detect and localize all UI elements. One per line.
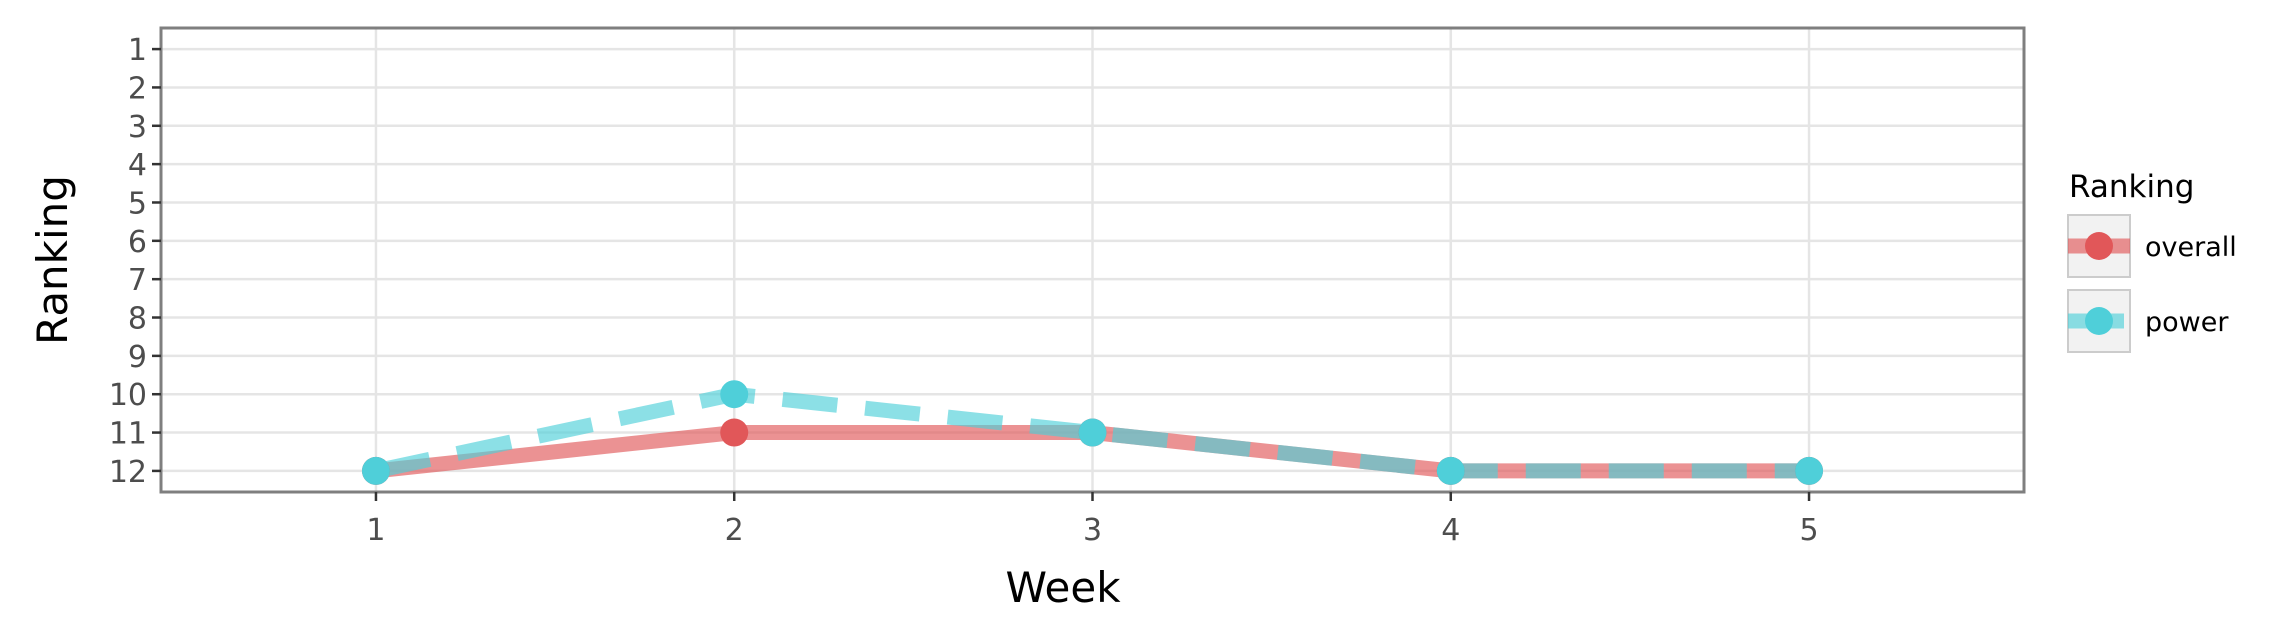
data-point-power bbox=[1078, 418, 1107, 447]
legend-label: power bbox=[2145, 307, 2229, 338]
y-tick-label: 1 bbox=[128, 33, 147, 68]
y-tick-label: 5 bbox=[128, 186, 147, 221]
legend-item-overall: overall bbox=[2067, 214, 2237, 278]
y-axis-title: Ranking bbox=[28, 175, 77, 345]
y-tick-label: 6 bbox=[128, 225, 147, 260]
y-tick-label: 7 bbox=[128, 263, 147, 298]
axis-ticks bbox=[152, 47, 1811, 501]
series-points bbox=[361, 380, 1824, 485]
data-point-power bbox=[361, 456, 390, 485]
legend-item-power: power bbox=[2067, 289, 2229, 353]
legend-key-marker bbox=[2085, 232, 2113, 260]
legend: Ranking overall power bbox=[2067, 169, 2237, 353]
series-line-power bbox=[374, 386, 1810, 479]
legend-title: Ranking bbox=[2069, 169, 2194, 205]
y-tick-label: 2 bbox=[128, 71, 147, 106]
x-tick-label: 5 bbox=[1799, 513, 1818, 548]
x-tick-label: 3 bbox=[1083, 513, 1102, 548]
data-point-overall bbox=[720, 418, 749, 447]
x-tick-label: 1 bbox=[366, 513, 385, 548]
y-tick-label: 11 bbox=[109, 417, 147, 452]
grid-lines bbox=[161, 28, 2024, 492]
y-tick-label: 8 bbox=[128, 302, 147, 337]
data-point-power bbox=[1436, 456, 1465, 485]
y-tick-label: 10 bbox=[109, 378, 147, 413]
legend-label: overall bbox=[2145, 232, 2237, 263]
x-axis-title: Week bbox=[1005, 563, 1121, 612]
x-tick-label: 2 bbox=[725, 513, 744, 548]
y-tick-label: 3 bbox=[128, 110, 147, 145]
y-tick-label: 9 bbox=[128, 340, 147, 375]
y-tick-label: 4 bbox=[128, 148, 147, 183]
data-point-power bbox=[1795, 456, 1824, 485]
legend-key-marker bbox=[2085, 307, 2113, 335]
data-point-power bbox=[720, 380, 749, 409]
y-tick-label: 12 bbox=[109, 455, 147, 490]
x-tick-label: 4 bbox=[1441, 513, 1460, 548]
